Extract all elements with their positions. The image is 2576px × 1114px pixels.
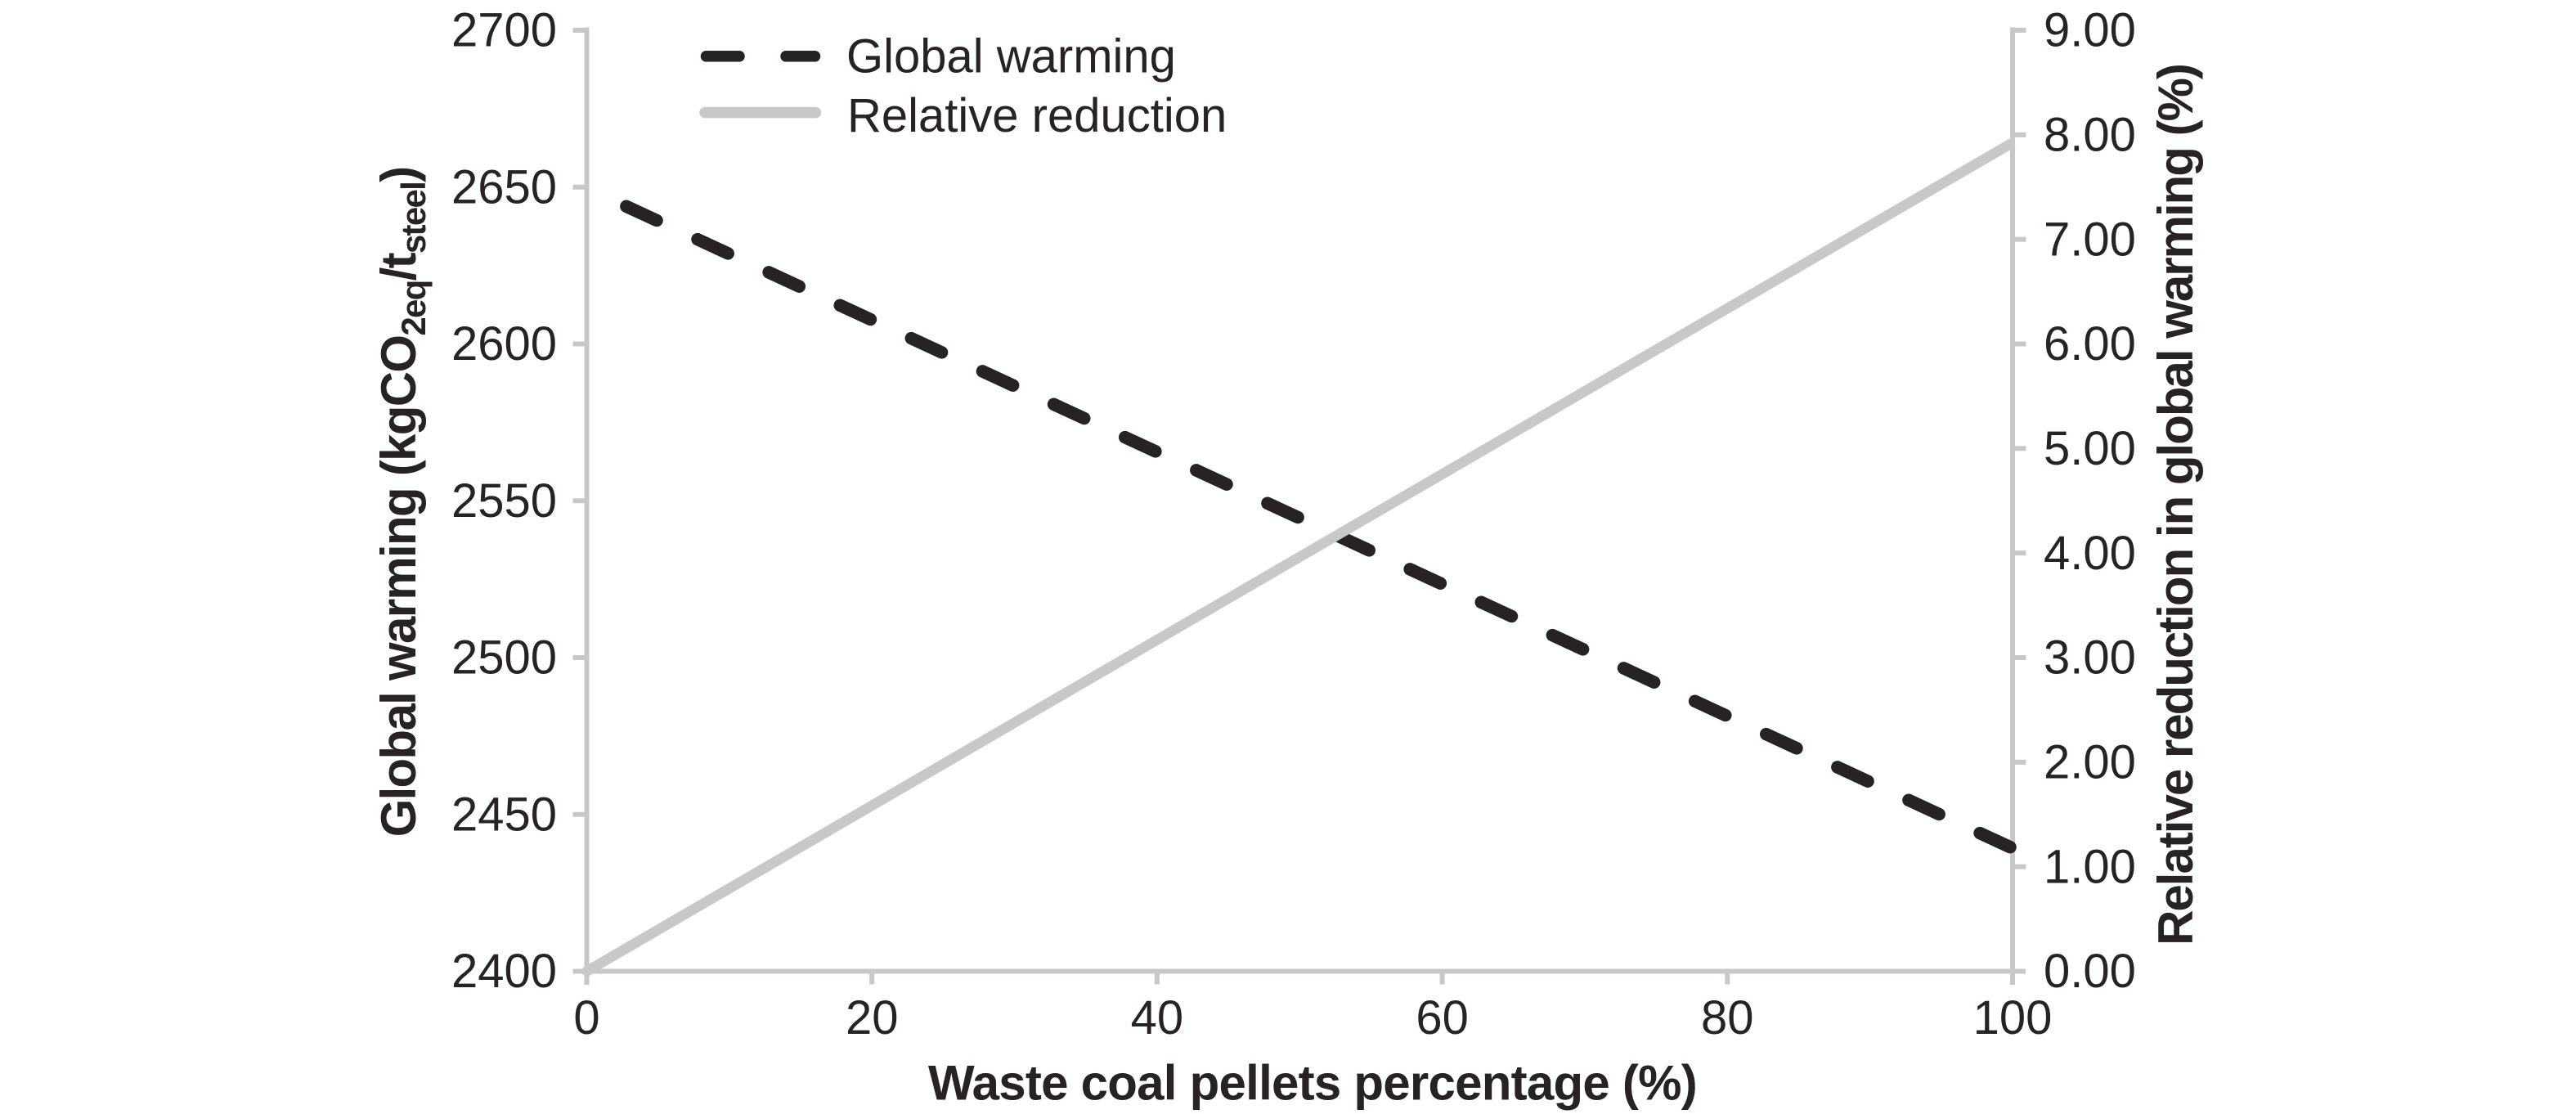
svg-text:Relative reduction in global w: Relative reduction in global warming (%) xyxy=(2148,65,2203,946)
svg-text:Relative reduction: Relative reduction xyxy=(847,89,1227,142)
svg-text:80: 80 xyxy=(1701,991,1754,1044)
svg-text:0.00: 0.00 xyxy=(2044,945,2136,998)
svg-text:60: 60 xyxy=(1416,991,1469,1044)
svg-text:0: 0 xyxy=(573,991,599,1044)
svg-text:100: 100 xyxy=(1973,991,2053,1044)
svg-text:Global warming: Global warming xyxy=(846,30,1176,83)
svg-text:2550: 2550 xyxy=(451,474,557,528)
svg-text:9.00: 9.00 xyxy=(2044,4,2136,57)
svg-text:2500: 2500 xyxy=(451,631,557,685)
svg-text:2400: 2400 xyxy=(451,945,557,998)
svg-text:8.00: 8.00 xyxy=(2044,109,2136,162)
svg-text:4.00: 4.00 xyxy=(2044,527,2136,580)
svg-text:2700: 2700 xyxy=(451,4,557,57)
svg-text:Global warming (kgCO2eq/tsteel: Global warming (kgCO2eq/tsteel) xyxy=(371,168,433,838)
svg-text:40: 40 xyxy=(1131,991,1184,1044)
svg-text:Waste coal pellets percentage: Waste coal pellets percentage (%) xyxy=(928,1056,1697,1111)
svg-text:2600: 2600 xyxy=(451,317,557,371)
svg-text:1.00: 1.00 xyxy=(2044,840,2136,893)
svg-text:5.00: 5.00 xyxy=(2044,422,2136,475)
svg-text:6.00: 6.00 xyxy=(2044,317,2136,371)
svg-text:20: 20 xyxy=(846,991,899,1044)
svg-text:2.00: 2.00 xyxy=(2044,736,2136,789)
svg-text:3.00: 3.00 xyxy=(2044,631,2136,685)
svg-text:2450: 2450 xyxy=(451,788,557,841)
svg-text:7.00: 7.00 xyxy=(2044,213,2136,266)
svg-text:2650: 2650 xyxy=(451,160,557,213)
